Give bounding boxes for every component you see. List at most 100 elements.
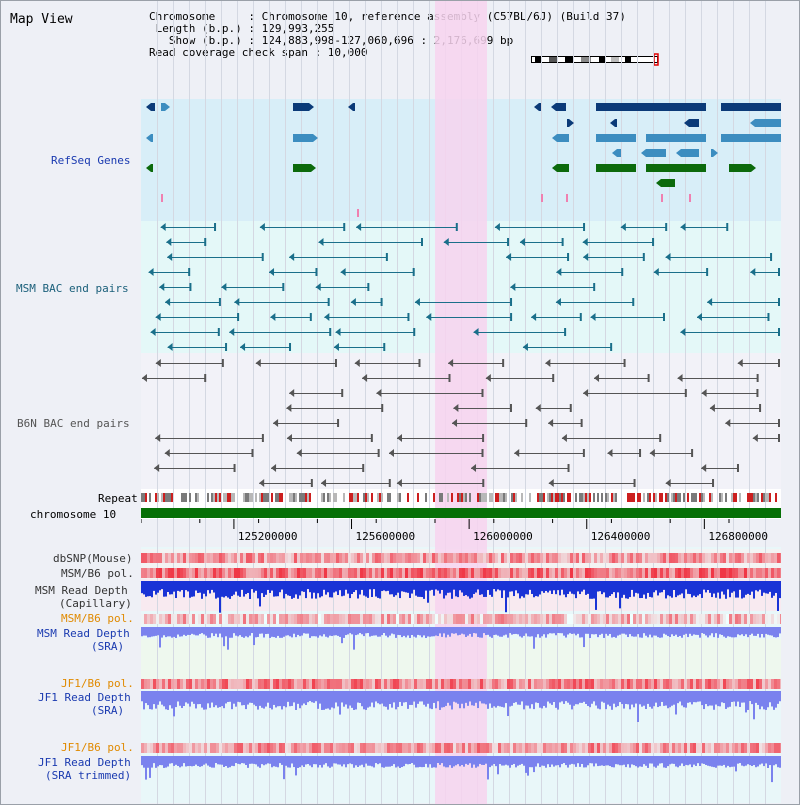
msm-depth-capillary-bar	[263, 581, 265, 597]
msm-b6-pol-cell	[237, 568, 240, 578]
repeat-element	[561, 493, 563, 502]
msm-depth-sra-bar	[727, 627, 729, 637]
msm-bac-track[interactable]	[148, 223, 780, 351]
dbsnp-cell	[591, 553, 594, 563]
refseq-gene-track[interactable]	[146, 103, 781, 217]
jf1-b6-pol-cell	[507, 679, 510, 689]
msm-depth-capillary-bar	[435, 581, 437, 590]
msm-depth-sra-bar	[529, 627, 531, 637]
gene-block	[596, 164, 636, 172]
msm-b6-pol-sra-cell	[714, 614, 717, 624]
msm-b6-pol-sra-cell	[450, 614, 453, 624]
msm-depth-capillary-bar	[761, 581, 763, 596]
msm-depth-sra-bar	[421, 627, 423, 638]
jf1-depth-trimmed-bar	[495, 756, 497, 767]
msm-b6-pol-sra-cell	[561, 614, 564, 624]
dbsnp-cell	[195, 553, 198, 563]
dbsnp-cell	[210, 553, 213, 563]
msm-depth-capillary-bar	[705, 581, 707, 593]
polymorphism-heatmaps[interactable]	[141, 553, 781, 753]
msm-bac-end	[665, 223, 668, 231]
jf1-b6-pol-cell	[276, 679, 279, 689]
msm-depth-capillary-bar	[303, 581, 305, 592]
msm-b6-pol-sra-cell	[519, 614, 522, 624]
msm-b6-pol-cell	[243, 568, 246, 578]
track-label-jf1-depth-trimmed: JF1 Read Depth	[38, 756, 131, 769]
repeat-element	[439, 493, 441, 502]
msm-b6-pol-cell	[309, 568, 312, 578]
jf1-depth-sra-bar	[509, 691, 511, 707]
jf1-depth-trimmed-bar	[719, 756, 721, 766]
jf1-depth-trimmed-bar	[659, 756, 661, 764]
msm-b6-pol-sra-cell	[369, 614, 372, 624]
ideogram-band	[565, 57, 573, 62]
genome-track-area[interactable]: 125200000 125600000 126000000 126400000 1268…	[141, 1, 781, 805]
jf1-b6-pol-trim-cell	[540, 743, 543, 753]
msm-b6-pol-sra-cell	[576, 614, 579, 624]
msm-b6-pol-sra-cell	[657, 614, 660, 624]
dbsnp-cell	[258, 553, 261, 563]
msm-b6-pol-cell	[771, 568, 774, 578]
msm-depth-capillary-bar	[727, 581, 729, 590]
dbsnp-cell	[537, 553, 540, 563]
chromosome-bar[interactable]	[141, 508, 781, 518]
dbsnp-cell	[519, 553, 522, 563]
dbsnp-cell	[765, 553, 768, 563]
msm-b6-pol-cell	[399, 568, 402, 578]
jf1-depth-sra-bar	[349, 691, 351, 706]
repeat-track[interactable]	[141, 493, 777, 502]
msm-depth-sra-bar	[339, 627, 341, 637]
msm-depth-capillary-bar	[231, 581, 233, 597]
jf1-depth-trimmed-bar	[411, 756, 413, 764]
msm-depth-sra-bar	[449, 627, 451, 637]
jf1-b6-pol-cell	[579, 679, 582, 689]
msm-depth-sra-bar	[651, 627, 653, 638]
msm-b6-pol-cell	[564, 568, 567, 578]
msm-depth-sra-bar	[563, 627, 565, 636]
read-depth-tracks[interactable]	[141, 581, 781, 783]
jf1-b6-pol-cell	[528, 679, 531, 689]
repeat-element	[281, 493, 283, 502]
msm-b6-pol-sra-cell	[750, 614, 753, 624]
msm-depth-sra-bar	[315, 627, 317, 637]
jf1-depth-sra-bar	[521, 691, 523, 702]
msm-depth-capillary-bar	[149, 581, 151, 597]
repeat-element	[495, 493, 497, 502]
jf1-depth-sra-bar	[731, 691, 733, 702]
jf1-depth-sra-bar	[573, 691, 575, 706]
jf1-depth-trimmed-bar	[253, 756, 255, 764]
jf1-b6-pol-trim-cell	[642, 743, 645, 753]
msm-b6-pol-sra-cell	[558, 614, 561, 624]
jf1-depth-sra-bar	[293, 691, 295, 703]
jf1-depth-trimmed-bar	[201, 756, 203, 767]
jf1-b6-pol-trim-cell	[462, 743, 465, 753]
msm-depth-sra-bar	[519, 627, 521, 637]
track-label-jf1-b6-pol-2: JF1/B6 pol.	[61, 741, 134, 754]
msm-depth-sra-bar	[527, 627, 529, 637]
msm-depth-sra-bar	[735, 627, 737, 638]
repeat-element	[511, 493, 513, 502]
dbsnp-cell	[261, 553, 264, 563]
msm-b6-pol-sra-cell	[156, 614, 159, 624]
highlight-region[interactable]	[435, 1, 487, 805]
msm-depth-capillary-bar	[373, 581, 375, 590]
jf1-depth-sra-bar	[685, 691, 687, 708]
gene-block	[755, 119, 781, 127]
track-label-jf1-b6-pol: JF1/B6 pol.	[61, 677, 134, 690]
gene-mark	[689, 194, 691, 202]
jf1-depth-trimmed-bar	[573, 756, 575, 765]
msm-depth-capillary-bar	[281, 581, 283, 590]
jf1-depth-trimmed-bar	[393, 756, 395, 765]
b6n-bac-track[interactable]	[141, 359, 780, 487]
jf1-depth-trimmed-bar	[215, 756, 217, 764]
msm-b6-pol-cell	[621, 568, 624, 578]
jf1-depth-trimmed-bar	[501, 756, 503, 766]
dbsnp-cell	[522, 553, 525, 563]
dbsnp-cell	[594, 553, 597, 563]
msm-b6-pol-cell	[669, 568, 672, 578]
jf1-depth-sra-bar	[577, 691, 579, 705]
jf1-b6-pol-cell	[243, 679, 246, 689]
jf1-depth-trimmed-bar	[637, 756, 639, 768]
msm-depth-sra-bar	[697, 627, 699, 635]
msm-depth-sra-bar	[407, 627, 409, 636]
